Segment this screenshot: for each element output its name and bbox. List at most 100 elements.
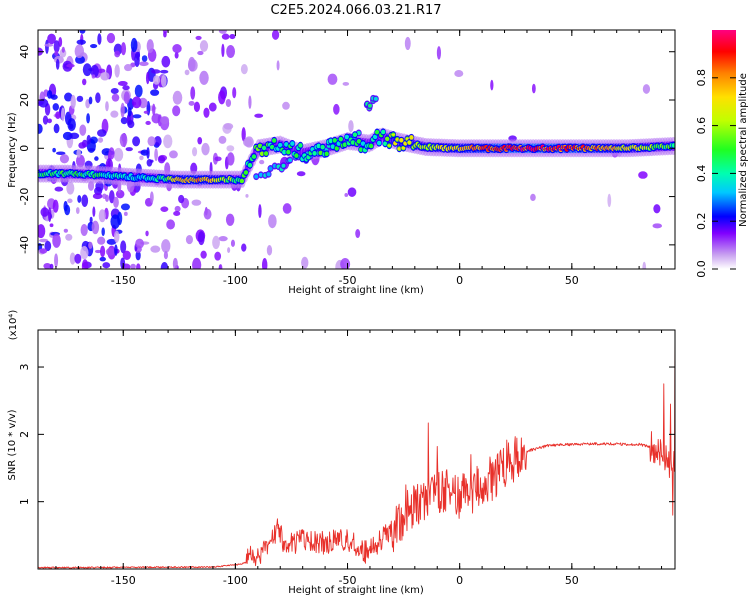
spectrogram-y-tick-label: 40 — [18, 45, 31, 59]
spectrogram-noise-cell — [81, 194, 89, 207]
colorbar-gradient — [712, 30, 736, 269]
snr-panel: -150 -100 -50 0 50 1 2 3 Height of straight lin… — [7, 310, 676, 596]
spectrogram-noise-cell — [106, 238, 117, 245]
spectrogram-noise-cell — [62, 131, 73, 141]
spectrogram-noise-cell — [99, 256, 106, 262]
spectrogram-noise-cell — [296, 171, 306, 177]
spectrogram-noise-cell — [161, 239, 171, 253]
spectrogram-ridge-cell — [298, 143, 303, 148]
spectrogram-noise-cell — [259, 159, 265, 165]
spectrogram-noise-cell — [150, 245, 161, 253]
spectrogram-ridge-cell — [352, 132, 358, 138]
spectrogram-noise-cell — [174, 52, 179, 59]
spectrogram-noise-cell — [139, 61, 149, 67]
spectrogram-noise-cell — [61, 46, 65, 53]
spectrogram-ticks: -150 -100 -50 0 50 -40 -20 0 20 40 — [18, 30, 675, 287]
snr-x-tick-label: -150 — [111, 574, 136, 587]
spectrogram-ridge-core — [397, 147, 402, 150]
snr-line — [38, 330, 675, 569]
spectrogram-noise-cell — [161, 55, 171, 68]
spectrogram-ridge-cell — [350, 140, 356, 145]
spectrogram-noise-cell — [192, 257, 202, 269]
spectrogram-ridge-cell — [385, 136, 390, 142]
spectrogram-ridge-cell — [372, 134, 378, 140]
spectrogram-noise-cell — [188, 56, 196, 72]
spectrogram-noise-cell — [348, 120, 354, 133]
spectrogram-ridge-core — [407, 141, 412, 144]
spectrogram-noise-cell — [78, 142, 86, 149]
spectrogram-noise-cell — [327, 73, 338, 85]
spectrogram-noise-cell — [653, 204, 661, 214]
spectrogram-branch-cell — [258, 172, 263, 177]
spectrogram-noise-cell — [153, 135, 162, 147]
spectrogram-x-axis-label: Height of straight line (km) — [288, 285, 424, 296]
spectrogram-noise-cell — [82, 63, 92, 77]
spectrogram-noise-cell — [160, 261, 169, 269]
spectrogram-branch-cell — [373, 96, 378, 101]
spectrogram-ridge-cell — [318, 150, 323, 156]
spectrogram-y-tick-label: 20 — [18, 93, 31, 107]
spectrogram-noise-cell — [53, 40, 60, 53]
spectrogram-noise-cell — [160, 69, 169, 74]
spectrogram-noise-cell — [201, 142, 210, 156]
spectrogram-ridge-cell — [261, 145, 267, 151]
spectrogram-y-tick-label: -20 — [18, 188, 31, 206]
spectrogram-noise-cell — [114, 64, 120, 78]
spectrogram-noise-cell — [146, 147, 150, 159]
spectrogram-noise-cell — [149, 159, 154, 163]
spectrogram-noise-cell — [113, 147, 124, 162]
spectrogram-branch-cell — [281, 163, 286, 168]
spectrogram-noise-cell — [64, 92, 73, 102]
spectrogram-noise-cell — [243, 138, 252, 147]
spectrogram-noise-cell — [607, 193, 612, 208]
spectrogram-noise-cell — [44, 240, 52, 252]
spectrogram-noise-cell — [241, 243, 247, 252]
spectrogram-ridge-cell — [338, 136, 343, 142]
spectrogram-noise-cell — [152, 75, 161, 85]
snr-y-multiplier: (x10⁴) — [8, 310, 19, 341]
colorbar-ticks: 0.0 0.2 0.4 0.6 0.8 — [695, 69, 736, 278]
snr-x-tick-label: -50 — [339, 574, 357, 587]
snr-x-tick-label: -100 — [223, 574, 248, 587]
spectrogram-noise-cell — [160, 206, 169, 212]
spectrogram-noise-cell — [225, 98, 232, 108]
spectrogram-ridge-cell — [360, 141, 366, 146]
spectrogram-noise-cell — [115, 189, 125, 199]
spectrogram-noise-cell — [70, 94, 76, 109]
spectrogram-noise-cell — [96, 129, 107, 137]
spectrogram-noise-cell — [130, 263, 136, 269]
spectrogram-noise-cell — [139, 155, 144, 161]
spectrogram-noise-cell — [135, 250, 141, 261]
spectrogram-noise-cell — [67, 198, 73, 204]
spectrogram-noise-cell — [38, 123, 43, 134]
spectrogram-noise-cell — [642, 84, 651, 94]
spectrogram-noise-cell — [218, 30, 227, 34]
spectrogram-noise-cell — [54, 186, 64, 192]
spectrogram-noise-cell — [43, 263, 52, 269]
spectrogram-ridge-core — [387, 144, 392, 147]
spectrogram-noise-cell — [97, 236, 106, 245]
spectrogram-noise-cell — [218, 135, 227, 144]
spectrogram-ridge-cell — [294, 153, 299, 158]
spectrogram-noise-cell — [203, 107, 210, 118]
spectrogram-noise-cell — [86, 113, 90, 124]
spectrogram-noise-cell — [114, 50, 121, 58]
colorbar-tick-label: 0.2 — [695, 212, 708, 230]
spectrogram-noise-cell — [208, 102, 217, 112]
spectrogram-noise-cell — [240, 64, 248, 75]
spectrogram-noise-cell — [60, 107, 65, 122]
spectrogram-noise-cell — [120, 102, 125, 118]
spectrogram-noise-cell — [123, 91, 130, 105]
spectrogram-noise-cell — [94, 156, 99, 161]
spectrogram-x-tick-label: 0 — [456, 274, 463, 287]
spectrogram-ridge-cell — [374, 129, 380, 135]
spectrogram-noise-cell — [160, 116, 170, 125]
spectrogram-noise-cell — [38, 98, 49, 108]
spectrogram-noise-cell — [76, 95, 84, 102]
spectrogram-noise-cell — [52, 147, 56, 153]
spectrogram-noise-cell — [226, 44, 235, 59]
spectrogram-noise-cell — [197, 136, 203, 145]
spectrogram-ridge-core — [399, 139, 404, 142]
spectrogram-noise-cell — [143, 110, 149, 114]
spectrogram-ridge-core — [403, 142, 408, 145]
